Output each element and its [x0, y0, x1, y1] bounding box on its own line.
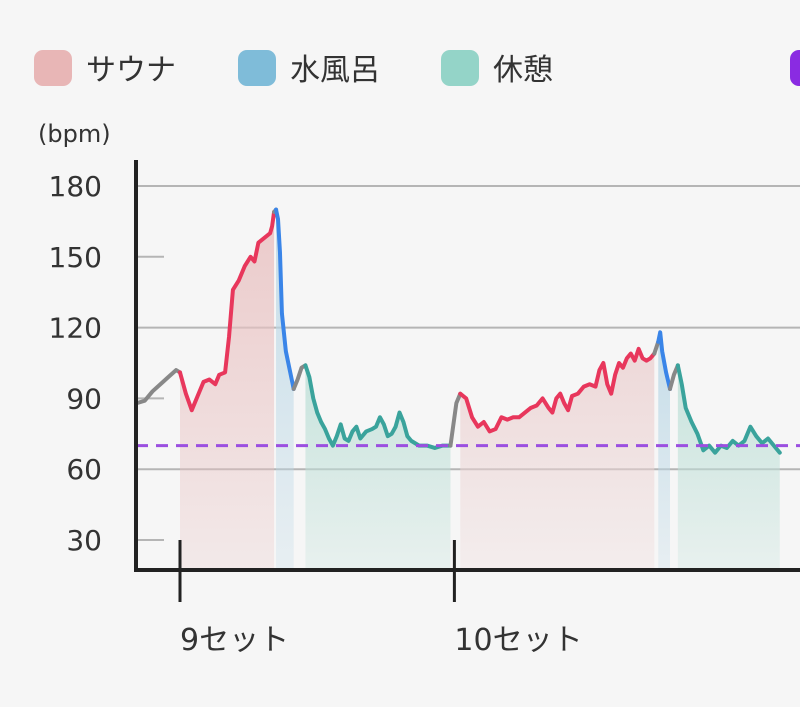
line-sauna-1	[178, 209, 277, 413]
x-tick-label-1: 10セット	[454, 623, 582, 658]
heart-rate-lines	[134, 207, 782, 455]
line-transition-8	[652, 339, 661, 356]
y-tick-label-120: 120	[49, 312, 102, 345]
y-tick-label-150: 150	[49, 241, 102, 274]
line-transition-6	[448, 391, 463, 448]
axes	[134, 160, 800, 572]
y-tick-label-60: 60	[66, 453, 102, 486]
line-rest-5	[303, 363, 453, 450]
legend-swatch-2	[441, 50, 479, 86]
line-sauna-7	[458, 346, 657, 434]
y-tick-labels: 30 60 90 120 150 180	[49, 170, 102, 557]
legend-swatch-3	[790, 50, 800, 86]
legend-swatch-0	[34, 50, 72, 86]
line-cold_bath-3	[274, 207, 296, 391]
legend-label-1: 水風呂	[290, 53, 380, 88]
y-tick-label-180: 180	[49, 170, 102, 203]
line-rest-11	[675, 363, 782, 455]
fill-rest-5	[305, 365, 451, 570]
y-axis-unit: (bpm)	[38, 120, 111, 148]
line-cold_bath-9	[656, 330, 672, 391]
phase-fills	[180, 209, 780, 570]
line-transition-0	[134, 368, 182, 406]
x-tick-labels: 9セット 10セット	[178, 540, 583, 658]
legend-label-2: 休憩	[493, 53, 553, 88]
x-tick-label-0: 9セット	[180, 623, 289, 658]
fill-cold_bath-9	[658, 332, 670, 570]
legend-label-0: サウナ	[86, 53, 176, 88]
y-tick-label-30: 30	[66, 524, 102, 557]
legend-swatch-1	[238, 50, 276, 86]
fill-sauna-1	[180, 211, 275, 570]
line-transition-4	[291, 363, 308, 391]
fill-rest-11	[677, 365, 780, 570]
fill-sauna-7	[460, 348, 655, 570]
y-tick-label-90: 90	[66, 382, 102, 415]
legend: サウナ 水風呂 休憩	[34, 50, 800, 88]
